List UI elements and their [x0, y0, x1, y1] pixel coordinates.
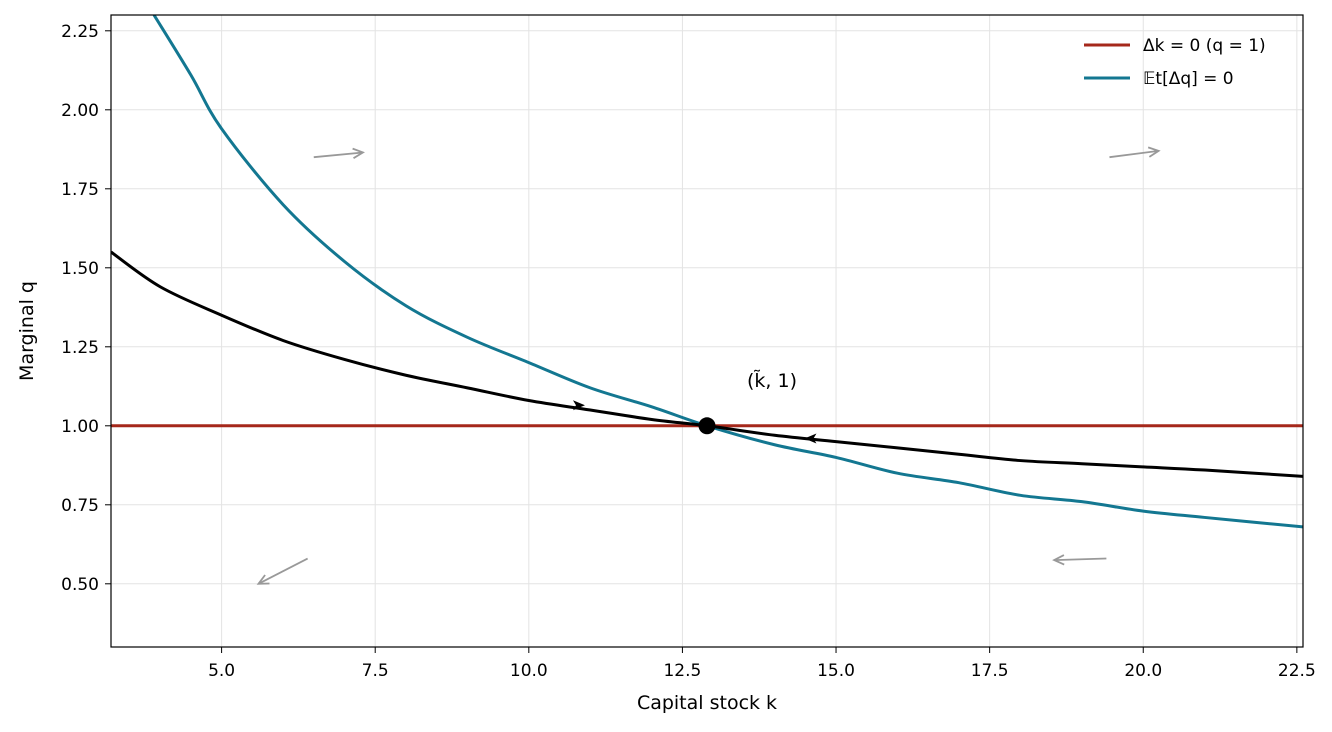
- vector-field-arrow-shaft: [258, 557, 309, 585]
- saddle-path-line: [111, 250, 1303, 478]
- vector-field-arrow-head: [256, 574, 270, 585]
- x-tick-label: 5.0: [208, 661, 235, 681]
- vector-field-arrow-head: [1052, 554, 1065, 566]
- steady-state-label: (k̃, 1): [747, 370, 797, 392]
- vector-field-arrow-shaft: [1054, 557, 1107, 561]
- y-tick-label: 2.00: [61, 101, 99, 121]
- vector-field-arrow-shaft: [1109, 149, 1159, 159]
- x-tick-label: 17.5: [971, 661, 1009, 681]
- vector-field-arrow-shaft: [313, 151, 364, 159]
- x-tick-label: 7.5: [362, 661, 389, 681]
- x-tick-label: 12.5: [663, 661, 701, 681]
- legend: Δk = 0 (q = 1) 𝔼t[Δq] = 0: [1084, 36, 1266, 89]
- vector-field-arrow-head: [1147, 146, 1161, 158]
- y-tick-label: 2.25: [61, 22, 99, 42]
- legend-label-expected-delta-q: 𝔼t[Δq] = 0: [1143, 69, 1234, 89]
- series-line-expected-delta-q-zero: [152, 15, 1303, 529]
- vector-field-arrow: [1052, 554, 1107, 566]
- vector-field-arrow-head: [352, 147, 365, 159]
- arrow-group: [256, 146, 1161, 585]
- x-tick-label: 22.5: [1278, 661, 1316, 681]
- x-tick-label: 20.0: [1124, 661, 1162, 681]
- x-tick-label: 10.0: [510, 661, 548, 681]
- y-tick-label: 1.75: [61, 180, 99, 200]
- saddle-path-direction-arrow: [804, 433, 817, 444]
- y-tick-label: 1.25: [61, 338, 99, 358]
- plot-frame: [110, 14, 1304, 648]
- x-axis-ticks: 5.0 7.5 10.0 12.5 15.0 17.5 20.0 22.5: [208, 647, 1316, 681]
- y-axis-label: Marginal q: [16, 281, 38, 381]
- legend-label-delta-k: Δk = 0 (q = 1): [1143, 36, 1266, 56]
- y-axis-ticks: 0.50 0.75 1.00 1.25 1.50 1.75 2.00 2.25: [61, 22, 111, 595]
- saddle-path-direction-arrow: [572, 400, 585, 411]
- x-tick-label: 15.0: [817, 661, 855, 681]
- y-tick-label: 0.50: [61, 575, 99, 595]
- y-tick-label: 1.50: [61, 259, 99, 279]
- steady-state-point: [698, 417, 716, 435]
- y-tick-label: 0.75: [61, 496, 99, 516]
- vector-field-arrow: [1109, 146, 1161, 159]
- vector-field-arrow: [313, 147, 365, 159]
- vector-field-arrow: [256, 557, 309, 585]
- y-tick-label: 1.00: [61, 417, 99, 437]
- x-axis-label: Capital stock k: [637, 692, 777, 714]
- steady-state-group: (k̃, 1): [698, 370, 797, 435]
